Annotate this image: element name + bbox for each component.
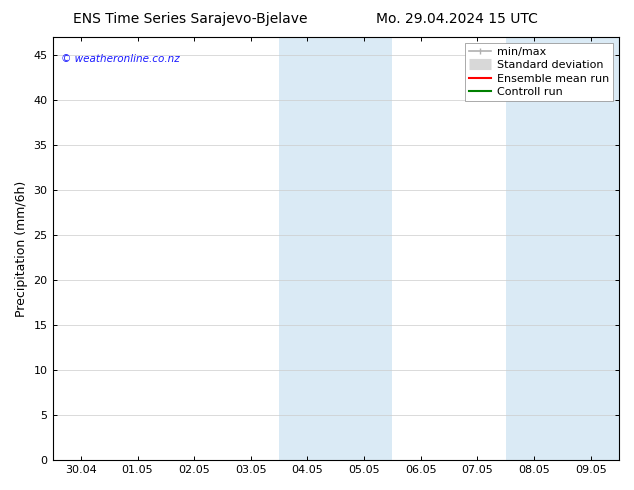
Text: © weatheronline.co.nz: © weatheronline.co.nz	[61, 54, 180, 64]
Y-axis label: Precipitation (mm/6h): Precipitation (mm/6h)	[15, 180, 28, 317]
Text: ENS Time Series Sarajevo-Bjelave: ENS Time Series Sarajevo-Bjelave	[73, 12, 307, 26]
Legend: min/max, Standard deviation, Ensemble mean run, Controll run: min/max, Standard deviation, Ensemble me…	[465, 43, 614, 101]
Bar	[562, 37, 619, 460]
Bar	[506, 37, 562, 460]
Bar	[279, 37, 336, 460]
Bar	[336, 37, 392, 460]
Text: Mo. 29.04.2024 15 UTC: Mo. 29.04.2024 15 UTC	[375, 12, 538, 26]
